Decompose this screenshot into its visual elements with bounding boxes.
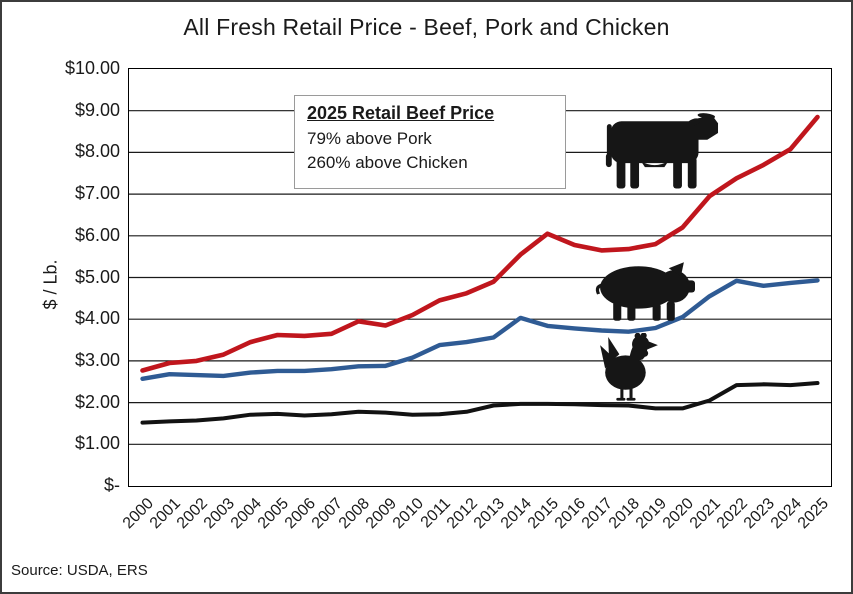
y-tick-label: $7.00 (74, 183, 120, 204)
pig-icon (592, 259, 695, 322)
pork-price-line (140, 278, 820, 381)
y-tick-label: $10.00 (64, 58, 120, 78)
y-tick-label: $8.00 (74, 141, 120, 162)
y-tick-label: $5.00 (74, 266, 120, 287)
annotation-heading: 2025 Retail Beef Price (307, 103, 495, 123)
y-tick-label: $3.00 (74, 349, 120, 370)
annotation-line-pork: 79% above Pork (307, 129, 432, 148)
y-tick-label: $2.00 (74, 391, 120, 412)
beef-price-line (140, 114, 820, 373)
annotation-box: 2025 Retail Beef Price 79% above Pork 26… (294, 95, 566, 189)
chart-title: All Fresh Retail Price - Beef, Pork and … (183, 14, 670, 40)
y-tick-label: $6.00 (74, 224, 120, 245)
y-tick-label: $4.00 (74, 308, 120, 329)
chicken-price-line (140, 381, 820, 425)
chicken-icon (598, 333, 661, 403)
annotation-line-chicken: 260% above Chicken (307, 153, 468, 173)
y-tick-label: $1.00 (74, 433, 120, 454)
y-tick-label: $9.00 (74, 99, 120, 120)
y-tick-label: $- (103, 475, 120, 495)
source-note: Source: USDA, ERS (11, 562, 148, 579)
cow-icon (602, 109, 719, 192)
